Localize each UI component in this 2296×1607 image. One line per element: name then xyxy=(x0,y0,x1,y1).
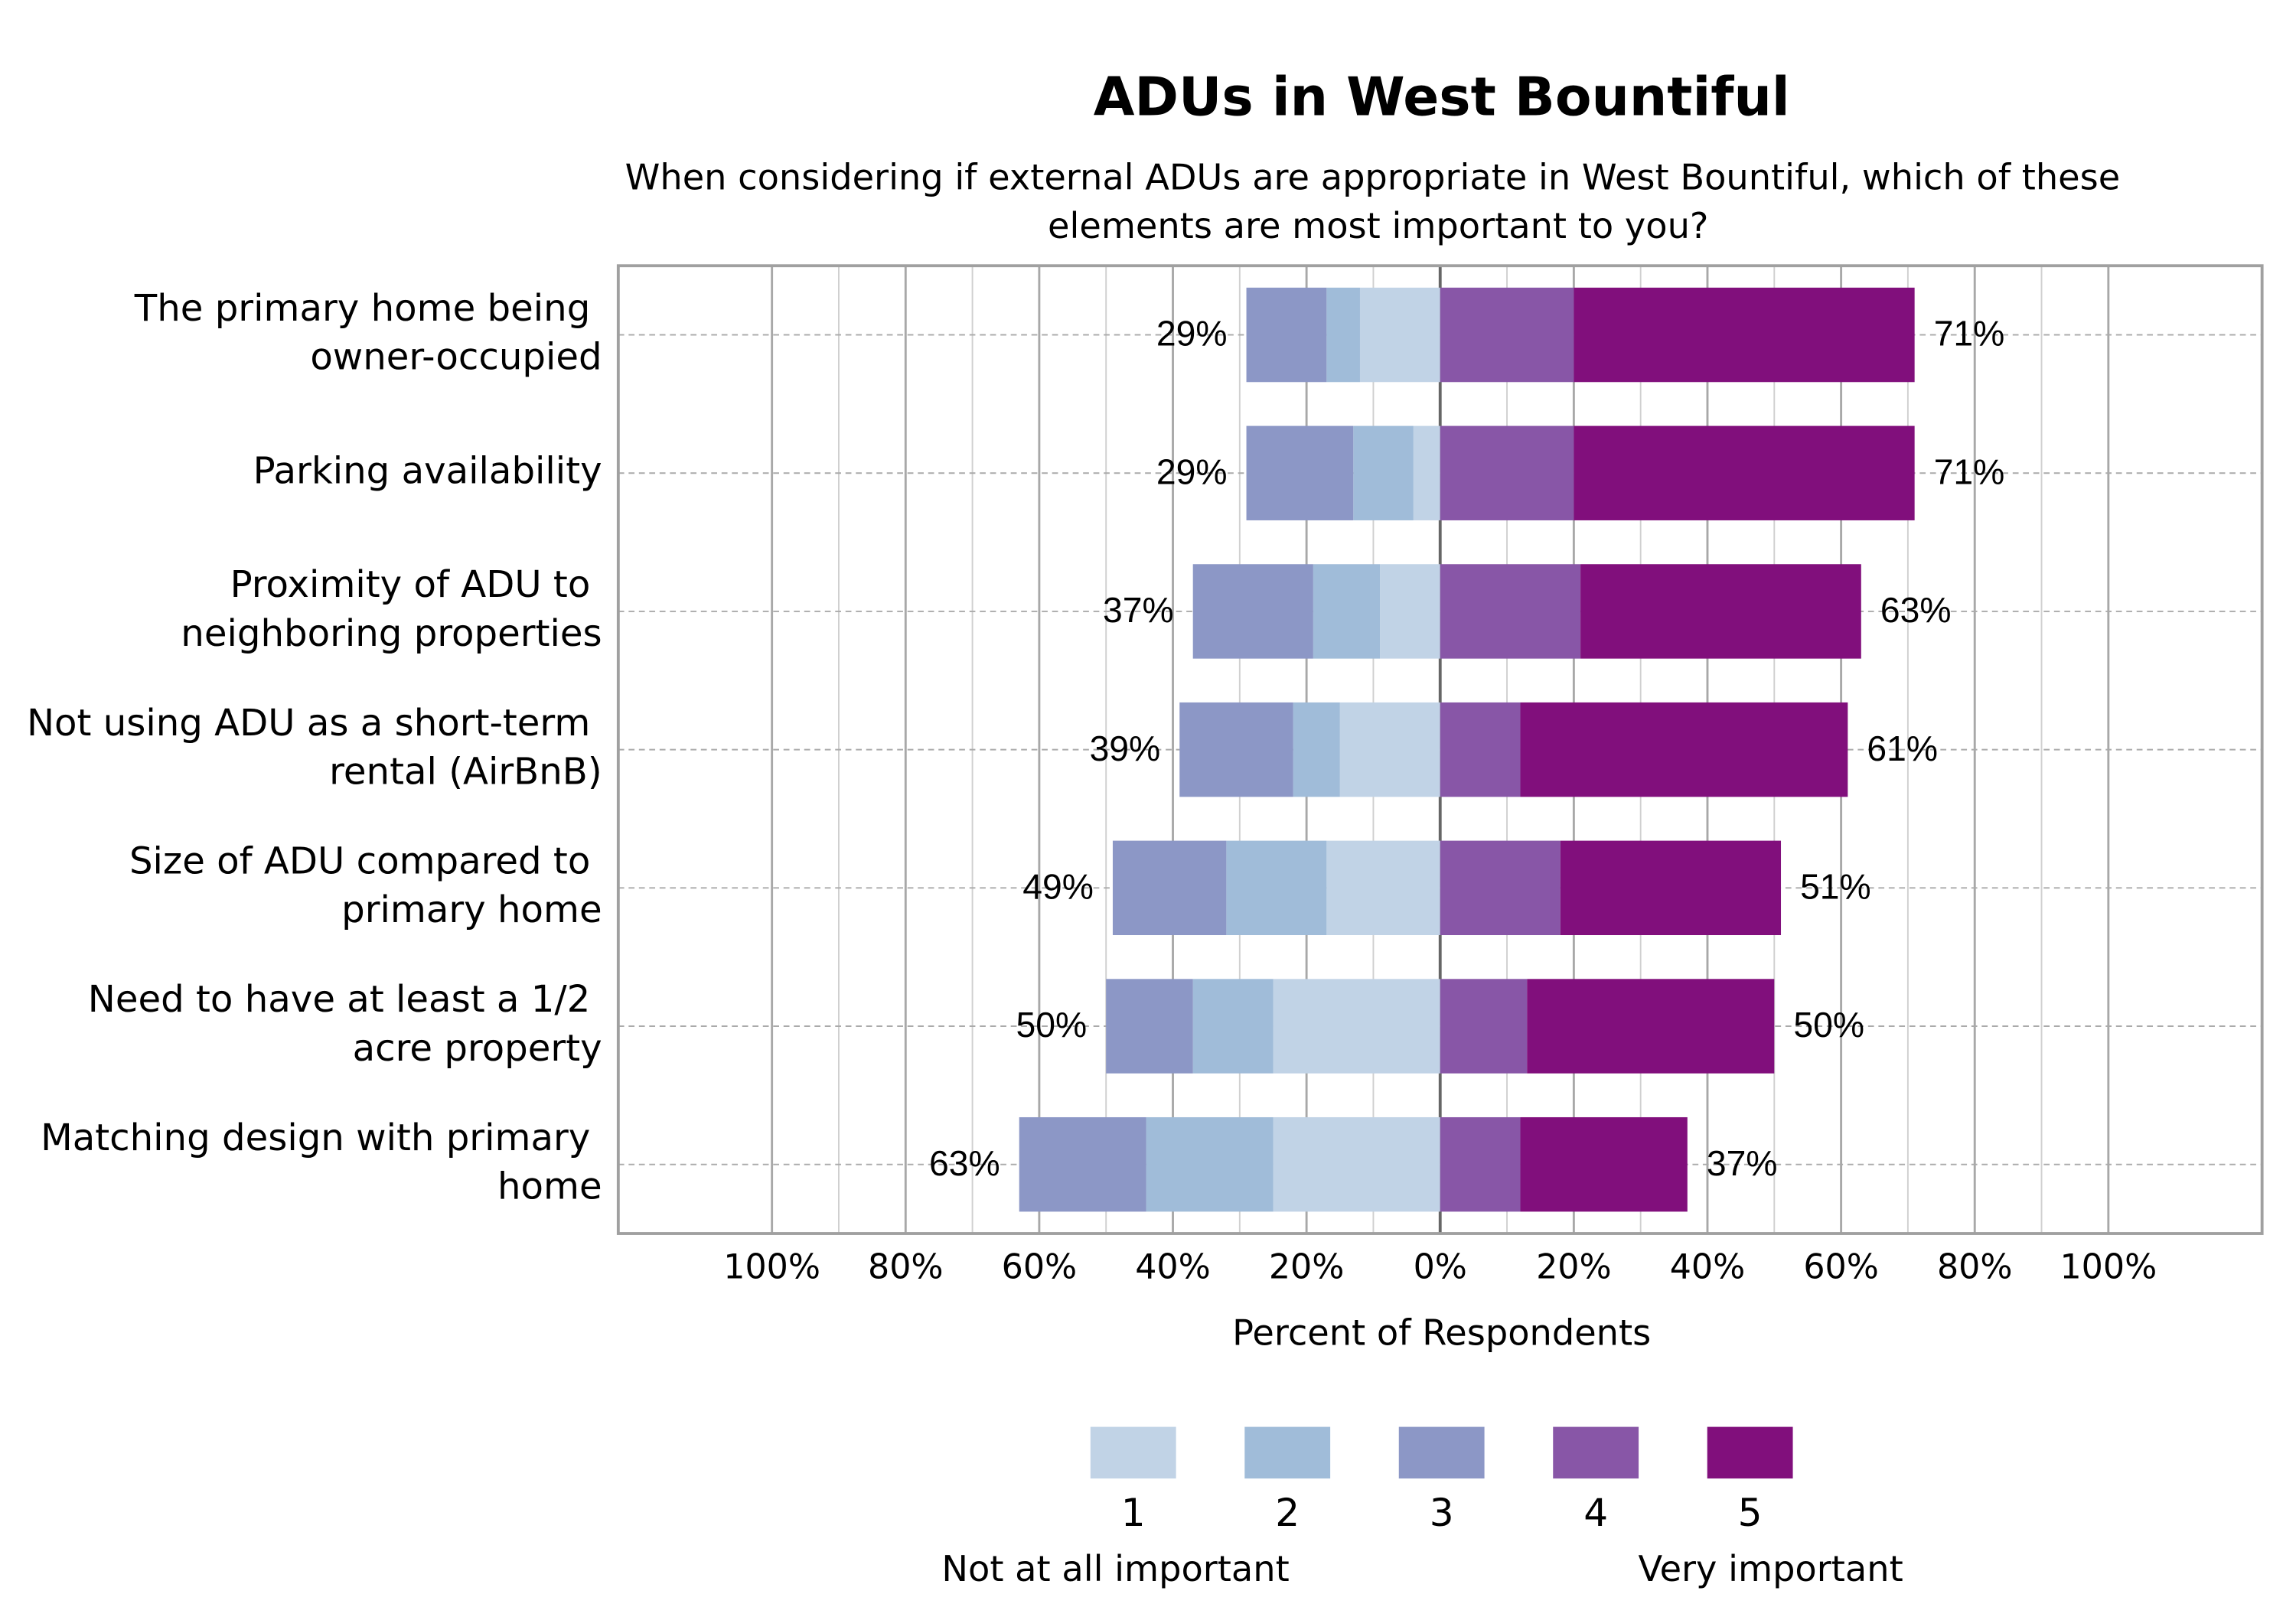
left-total-label: 50% xyxy=(1016,1005,1088,1045)
category-label: Parking availability xyxy=(253,449,602,492)
bar-segment xyxy=(1560,840,1782,936)
legend-label: 4 xyxy=(1583,1490,1608,1535)
legend-label: 2 xyxy=(1275,1490,1300,1535)
x-tick-label: 40% xyxy=(1135,1247,1211,1286)
bar-segment xyxy=(1273,1116,1440,1212)
left-total-label: 29% xyxy=(1156,314,1228,354)
bar-segment xyxy=(1192,979,1274,1074)
bar-segment xyxy=(1440,1116,1521,1212)
right-total-label: 51% xyxy=(1800,866,1871,906)
bar-segment xyxy=(1106,979,1193,1074)
bar-segment xyxy=(1574,287,1915,383)
bar-segment xyxy=(1440,564,1581,659)
left-total-label: 29% xyxy=(1156,451,1228,491)
right-total-label: 71% xyxy=(1934,451,2005,491)
x-tick-label: 60% xyxy=(1002,1247,1078,1286)
x-tick-label: 100% xyxy=(723,1247,820,1286)
bar-segment xyxy=(1112,840,1227,936)
right-total-label: 37% xyxy=(1707,1143,1778,1183)
bar-segment xyxy=(1359,287,1440,383)
right-total-label: 61% xyxy=(1867,729,1938,768)
x-tick-label: 80% xyxy=(1937,1247,2013,1286)
category-label: Need to have at least a 1/2 acre propert… xyxy=(88,978,602,1070)
bar-segment xyxy=(1293,702,1340,797)
x-tick-label: 40% xyxy=(1670,1247,1746,1286)
left-total-label: 49% xyxy=(1022,866,1094,906)
bar-segment xyxy=(1520,1116,1688,1212)
legend-low-label: Not at all important xyxy=(941,1548,1289,1589)
right-total-label: 71% xyxy=(1934,314,2005,354)
bar-segment xyxy=(1339,702,1440,797)
bar-segment xyxy=(1440,840,1561,936)
bar-segment xyxy=(1313,564,1381,659)
x-tick-label: 80% xyxy=(868,1247,944,1286)
left-total-label: 39% xyxy=(1090,729,1161,768)
bar-segment xyxy=(1246,425,1354,520)
category-label: Not using ADU as a short-term rental (Ai… xyxy=(27,702,602,794)
bar-segment xyxy=(1440,979,1528,1074)
category-label: Proximity of ADU to neighboring properti… xyxy=(181,563,602,655)
bar-segment xyxy=(1380,564,1440,659)
bar-segment xyxy=(1246,287,1327,383)
legend-label: 1 xyxy=(1121,1490,1146,1535)
chart-subtitle: When considering if external ADUs are ap… xyxy=(625,156,2131,246)
right-total-label: 50% xyxy=(1793,1005,1864,1045)
bar-segment xyxy=(1019,1116,1146,1212)
bar-segment xyxy=(1326,287,1360,383)
left-total-label: 37% xyxy=(1103,590,1174,630)
x-tick-label: 0% xyxy=(1414,1247,1467,1286)
legend-label: 3 xyxy=(1430,1490,1454,1535)
plot-frame xyxy=(616,264,2264,1235)
bar-segment xyxy=(1226,840,1327,936)
legend-swatch xyxy=(1398,1426,1485,1479)
legend-swatch xyxy=(1553,1426,1639,1479)
x-tick-label: 60% xyxy=(1803,1247,1879,1286)
x-axis-label: Percent of Respondents xyxy=(1232,1312,1651,1354)
legend-swatch xyxy=(1707,1426,1793,1479)
bar-segment xyxy=(1574,425,1915,520)
bar-segment xyxy=(1146,1116,1274,1212)
bar-segment xyxy=(1179,702,1293,797)
x-tick-label: 20% xyxy=(1536,1247,1612,1286)
x-tick-label: 100% xyxy=(2060,1247,2157,1286)
bar-segment xyxy=(1440,702,1521,797)
category-label: Size of ADU compared to primary home xyxy=(129,839,602,931)
bar-segment xyxy=(1273,979,1440,1074)
chart-title: ADUs in West Bountiful xyxy=(1094,67,1790,128)
bar-segment xyxy=(1440,287,1574,383)
x-tick-label: 20% xyxy=(1269,1247,1345,1286)
category-label: Matching design with primary home xyxy=(41,1116,602,1208)
bar-segment xyxy=(1520,702,1848,797)
bar-segment xyxy=(1413,425,1440,520)
bar-segment xyxy=(1527,979,1775,1074)
category-label: The primary home being owner-occupied xyxy=(134,287,602,379)
legend-high-label: Very important xyxy=(1639,1548,1903,1589)
bar-segment xyxy=(1192,564,1313,659)
legend-swatch xyxy=(1090,1426,1176,1479)
legend-swatch xyxy=(1244,1426,1331,1479)
left-total-label: 63% xyxy=(929,1143,1000,1183)
bar-segment xyxy=(1353,425,1414,520)
bar-segment xyxy=(1580,564,1861,659)
bar-segment xyxy=(1326,840,1440,936)
legend-label: 5 xyxy=(1738,1490,1763,1535)
right-total-label: 63% xyxy=(1880,590,1952,630)
bar-segment xyxy=(1440,425,1574,520)
